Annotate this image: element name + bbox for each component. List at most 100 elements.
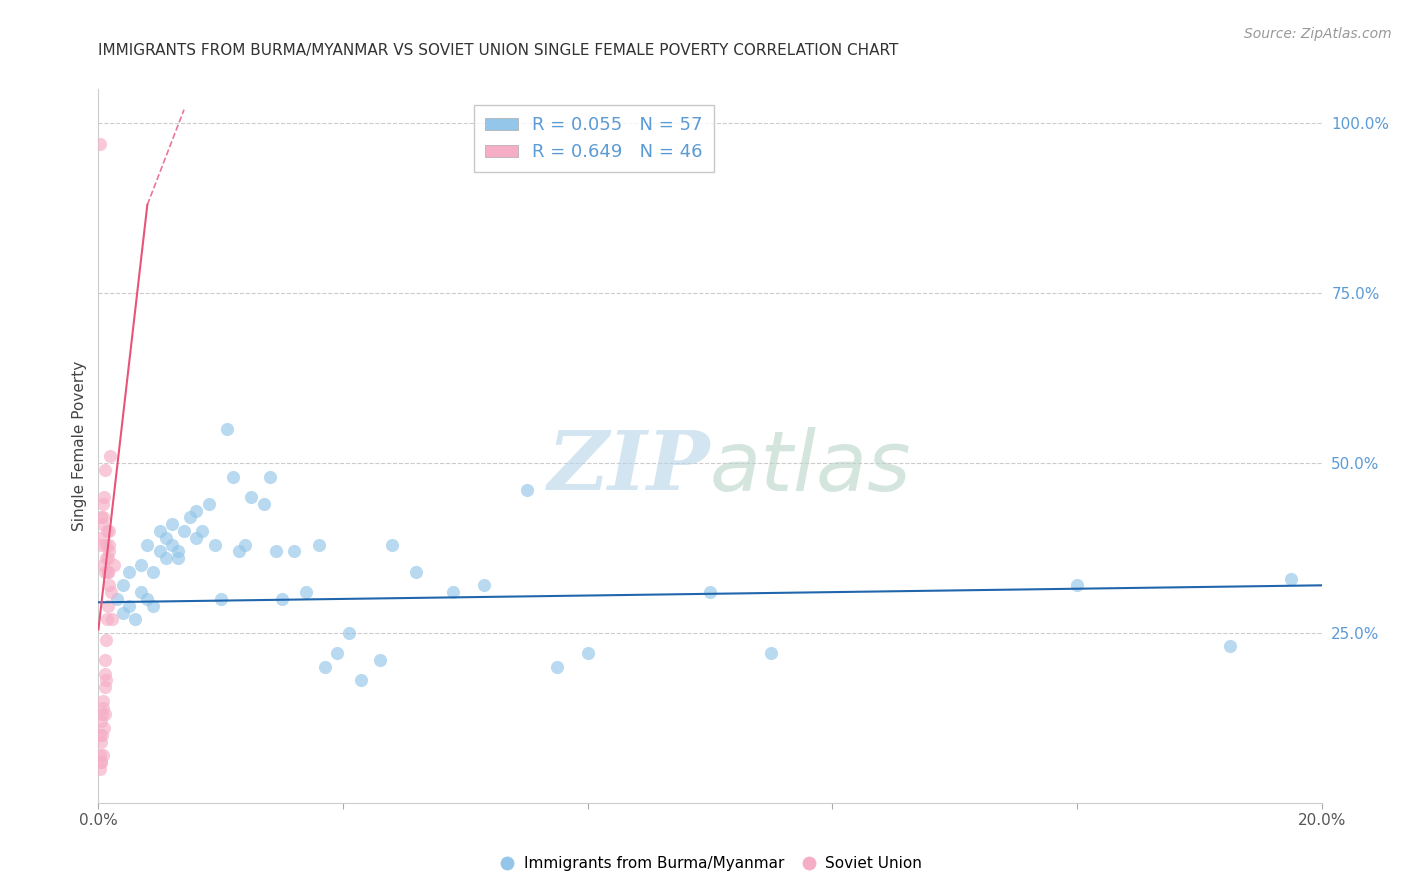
Point (167, 544, 190, 558)
Point (264, 544, 287, 558)
Point (314, 660, 336, 674)
Point (759, 646, 782, 660)
Point (97, 578, 120, 592)
Point (337, 626, 360, 640)
Point (155, 551, 177, 566)
Point (89, 728, 111, 742)
Point (129, 558, 152, 572)
Point (111, 606, 134, 620)
Point (191, 524, 214, 538)
Point (149, 544, 172, 558)
Point (308, 537, 330, 551)
Point (222, 469, 245, 483)
Point (97, 565, 120, 579)
Point (91, 510, 114, 524)
Point (91, 558, 114, 572)
Point (90, 734, 112, 748)
Point (96, 673, 118, 688)
Point (93, 490, 115, 504)
Point (90, 714, 112, 729)
Point (368, 653, 391, 667)
Point (97, 599, 120, 613)
Point (100, 585, 122, 599)
Point (89, 748, 111, 763)
Point (283, 544, 305, 558)
Point (136, 537, 159, 551)
Point (124, 612, 146, 626)
Point (259, 469, 281, 483)
Point (89, 531, 111, 545)
Point (97, 537, 120, 551)
Point (91, 517, 114, 532)
Point (111, 578, 134, 592)
Point (103, 558, 125, 572)
Point (94, 632, 117, 647)
Point (89, 136, 111, 151)
Point (381, 537, 404, 551)
Point (167, 551, 190, 566)
Point (89, 762, 111, 776)
Point (90, 755, 112, 769)
Point (118, 599, 141, 613)
Point (228, 544, 250, 558)
Point (350, 673, 373, 688)
Point (90, 537, 112, 551)
Point (91, 728, 114, 742)
Text: Source: ZipAtlas.com: Source: ZipAtlas.com (1244, 27, 1392, 41)
Point (326, 646, 349, 660)
Point (699, 585, 721, 599)
Point (204, 537, 226, 551)
Point (197, 497, 219, 511)
Point (91, 694, 114, 708)
Point (1066, 578, 1088, 592)
Point (160, 517, 183, 532)
Point (295, 585, 318, 599)
Point (94, 653, 117, 667)
Point (155, 531, 177, 545)
Point (179, 510, 201, 524)
Point (1219, 640, 1241, 654)
Point (94, 565, 117, 579)
Point (96, 524, 118, 538)
Point (142, 565, 165, 579)
Point (142, 599, 165, 613)
Point (96, 612, 118, 626)
Point (472, 578, 495, 592)
Point (270, 591, 292, 606)
Point (1279, 572, 1302, 586)
Point (94, 707, 117, 722)
Point (129, 585, 152, 599)
Point (91, 700, 114, 714)
Point (149, 524, 172, 538)
Point (98, 449, 121, 463)
Point (98, 524, 121, 538)
Point (136, 591, 159, 606)
Y-axis label: Single Female Poverty: Single Female Poverty (72, 361, 87, 531)
Point (186, 503, 208, 517)
Point (546, 660, 568, 674)
Point (576, 646, 599, 660)
Point (441, 585, 464, 599)
Point (90, 755, 112, 769)
Point (93, 721, 115, 735)
Point (252, 497, 274, 511)
Point (101, 612, 124, 626)
Point (516, 483, 538, 498)
Point (91, 497, 114, 511)
Point (233, 537, 256, 551)
Point (93, 666, 115, 681)
Point (90, 510, 112, 524)
Point (97, 565, 120, 579)
Text: ZIP: ZIP (547, 427, 710, 508)
Point (93, 680, 115, 694)
Point (405, 565, 427, 579)
Point (209, 591, 232, 606)
Text: atlas: atlas (710, 427, 911, 508)
Legend: Immigrants from Burma/Myanmar, Soviet Union: Immigrants from Burma/Myanmar, Soviet Un… (492, 850, 928, 877)
Point (118, 565, 141, 579)
Point (96, 537, 118, 551)
Point (105, 591, 128, 606)
Text: IMMIGRANTS FROM BURMA/MYANMAR VS SOVIET UNION SINGLE FEMALE POVERTY CORRELATION : IMMIGRANTS FROM BURMA/MYANMAR VS SOVIET … (98, 43, 898, 58)
Point (93, 463, 115, 477)
Point (186, 531, 208, 545)
